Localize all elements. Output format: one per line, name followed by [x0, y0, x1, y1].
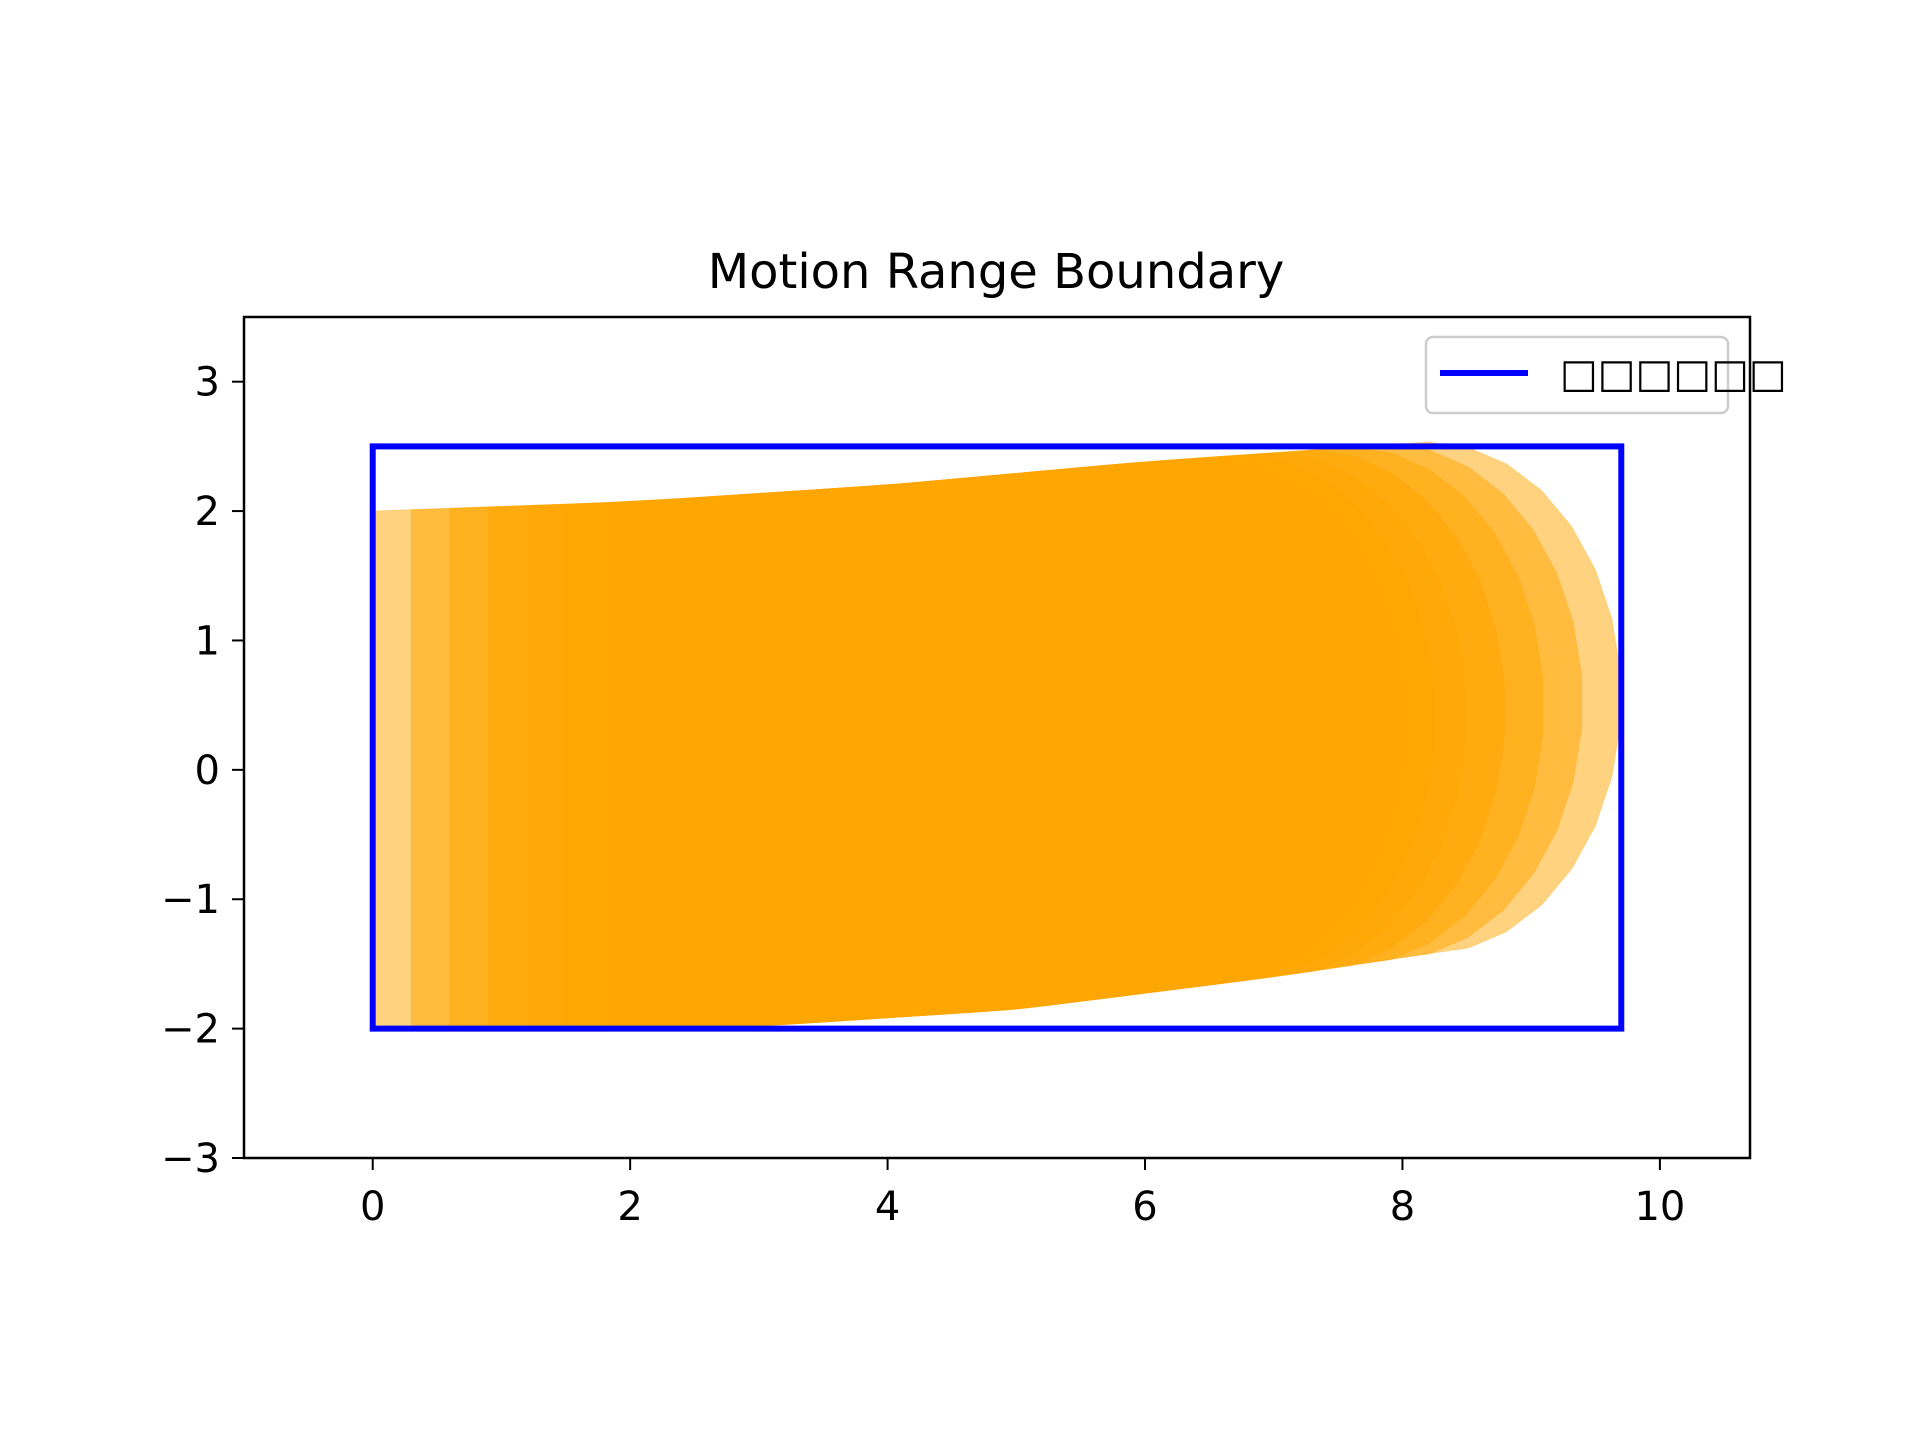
chart-title: Motion Range Boundary	[708, 244, 1285, 300]
y-axis: 3 2 1 0 −1 −2 −3	[161, 360, 244, 1182]
x-tick-label: 6	[1132, 1184, 1157, 1230]
x-tick-label: 10	[1634, 1184, 1685, 1230]
x-axis: 0 2 4 6 8 10	[360, 1158, 1685, 1230]
y-tick-label: −1	[161, 877, 220, 923]
boundary-rectangle	[369, 443, 1625, 1032]
x-tick-label: 2	[617, 1184, 642, 1230]
y-tick-label: 0	[195, 748, 220, 794]
swept-region-layer	[758, 463, 1312, 1027]
legend-label: □□□□□□	[1560, 351, 1787, 397]
y-tick-label: 1	[195, 618, 220, 664]
plot-area	[369, 441, 1625, 1032]
legend: □□□□□□	[1424, 335, 1787, 415]
y-tick-label: 2	[195, 489, 220, 535]
axes-frame	[242, 315, 1752, 1160]
y-tick-label: −3	[161, 1136, 220, 1182]
x-tick-label: 4	[875, 1184, 900, 1230]
legend-box	[1424, 335, 1730, 415]
axes-spine	[242, 315, 1752, 1160]
x-tick-label: 8	[1390, 1184, 1415, 1230]
x-tick-label: 0	[360, 1184, 385, 1230]
y-tick-label: −2	[161, 1007, 220, 1053]
y-tick-label: 3	[195, 360, 220, 406]
